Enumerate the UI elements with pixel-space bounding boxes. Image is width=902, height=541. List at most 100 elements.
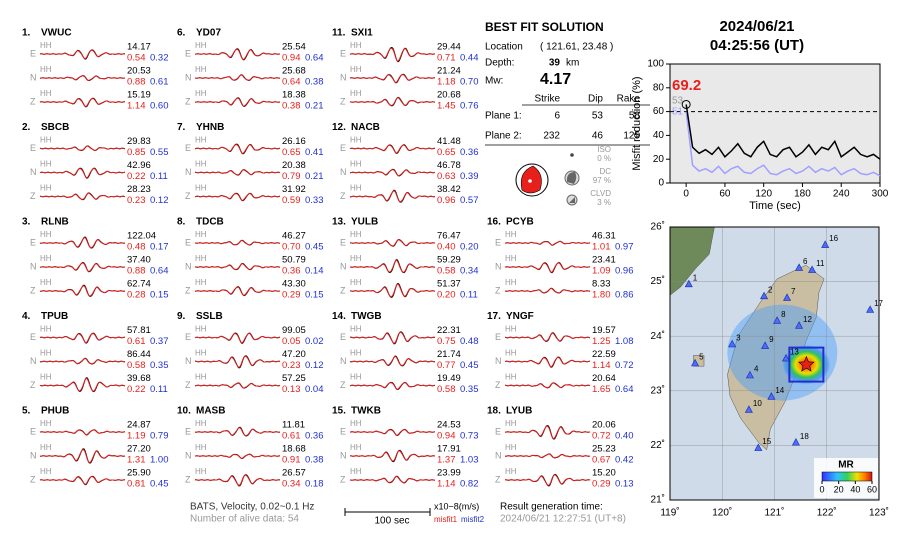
station-marker — [754, 443, 763, 451]
x-tick-label: 60 — [719, 189, 731, 200]
channel: HH — [40, 41, 52, 50]
station-marker — [783, 293, 792, 301]
x-tick-label: 240 — [833, 189, 850, 200]
waveform-synthetic — [39, 285, 126, 297]
component-percent: 3 % — [597, 198, 611, 207]
amplitude: 17.91 — [437, 444, 461, 455]
waveform-synthetic — [39, 476, 126, 485]
waveform-synthetic — [194, 453, 281, 459]
component: Z — [30, 96, 36, 106]
component: N — [495, 261, 502, 271]
y-tick-label: 20 — [653, 154, 665, 165]
station-marker — [791, 438, 800, 446]
channel: HH — [40, 136, 52, 145]
misfit2: 0.79 — [150, 431, 169, 442]
misfit2: 0.33 — [305, 195, 324, 206]
channel: HH — [40, 230, 52, 239]
station-marker — [760, 291, 769, 300]
misfit1: 1.65 — [592, 384, 611, 395]
amplitude: 62.74 — [127, 279, 151, 290]
depth: 39 — [549, 58, 561, 69]
station-name: PHUB — [41, 406, 69, 417]
station-marker — [808, 265, 817, 273]
amplitude: 25.90 — [127, 468, 151, 479]
component: N — [340, 450, 347, 460]
component: Z — [495, 380, 501, 390]
component: N — [30, 356, 37, 366]
y-tick-label: 80 — [653, 82, 665, 93]
amplitude: 26.57 — [282, 468, 306, 479]
lat-label: 23˚ — [651, 384, 665, 396]
series-line — [685, 111, 881, 177]
channel: HH — [350, 230, 362, 239]
waveform-synthetic — [39, 145, 126, 151]
component: E — [495, 332, 501, 342]
waveform-synthetic — [194, 286, 281, 296]
component-percent: 0 % — [597, 154, 611, 163]
component: Z — [495, 285, 501, 295]
station-label: 10 — [753, 399, 762, 408]
misfit1: 0.63 — [437, 171, 456, 182]
amplitude: 37.40 — [127, 255, 151, 266]
channel: HH — [350, 184, 362, 193]
channel: HH — [40, 373, 52, 382]
taiwan — [727, 264, 825, 451]
misfit1: 0.91 — [282, 455, 301, 466]
waveform-synthetic — [504, 382, 591, 389]
misfit2: 0.64 — [305, 53, 324, 64]
waveform-synthetic — [349, 74, 436, 83]
waveform-synthetic — [39, 358, 126, 365]
station-name: MASB — [196, 406, 225, 417]
waveform-synthetic — [39, 167, 126, 179]
station-number: 12. — [332, 122, 346, 133]
station-name: VWUC — [41, 28, 72, 39]
channel: HH — [195, 230, 207, 239]
station-marker — [773, 316, 782, 324]
misfit2: 0.17 — [150, 242, 169, 253]
misfit2: 0.18 — [305, 479, 324, 490]
station-name: TWKB — [351, 406, 381, 417]
footer: BATS, Velocity, 0.02~0.1 Hz Number of al… — [190, 501, 626, 526]
station-label: 16 — [829, 234, 838, 243]
misfit2: 0.35 — [150, 360, 169, 371]
channel: HH — [350, 254, 362, 263]
waveform-synthetic — [349, 239, 436, 247]
channel: HH — [505, 349, 517, 358]
misfit2-legend: misfit2 — [461, 515, 485, 524]
misfit1: 0.22 — [127, 384, 146, 395]
misfit1: 0.20 — [437, 290, 456, 301]
amplitude: 19.57 — [592, 325, 616, 336]
x-tick-label: 300 — [872, 189, 889, 200]
misfit2: 0.11 — [150, 171, 168, 182]
station-number: 6. — [177, 28, 186, 39]
station-label: 7 — [791, 287, 796, 296]
station-label: 6 — [803, 257, 808, 266]
component: E — [185, 237, 191, 247]
plane-label: Plane 1: — [485, 111, 522, 122]
event-date: 2024/06/21 — [719, 18, 794, 35]
waveform-synthetic — [194, 355, 281, 368]
waveform-synthetic — [39, 377, 126, 392]
misfit2: 0.38 — [305, 77, 324, 88]
waveform-synthetic — [194, 144, 281, 154]
channel: HH — [40, 325, 52, 334]
location-label: Location — [485, 42, 523, 53]
misfit1: 0.38 — [282, 101, 301, 112]
waveform-synthetic — [349, 283, 436, 298]
component: E — [30, 332, 36, 342]
channel: HH — [505, 254, 517, 263]
map-frame — [669, 226, 880, 501]
component: N — [185, 261, 192, 271]
amplitude: 15.19 — [127, 90, 151, 101]
misfit2: 0.76 — [460, 101, 479, 112]
channel: HH — [350, 65, 362, 74]
station-label: 2 — [768, 285, 773, 294]
channel: HH — [350, 467, 362, 476]
misfit1: 0.72 — [592, 431, 611, 442]
amplitude: 57.25 — [282, 373, 306, 384]
amplitude: 41.48 — [437, 136, 461, 147]
amplitude: 29.44 — [437, 42, 461, 53]
lat-label: 24˚ — [651, 330, 665, 342]
misfit1: 0.65 — [437, 147, 456, 158]
misfit1: 0.88 — [127, 77, 146, 88]
